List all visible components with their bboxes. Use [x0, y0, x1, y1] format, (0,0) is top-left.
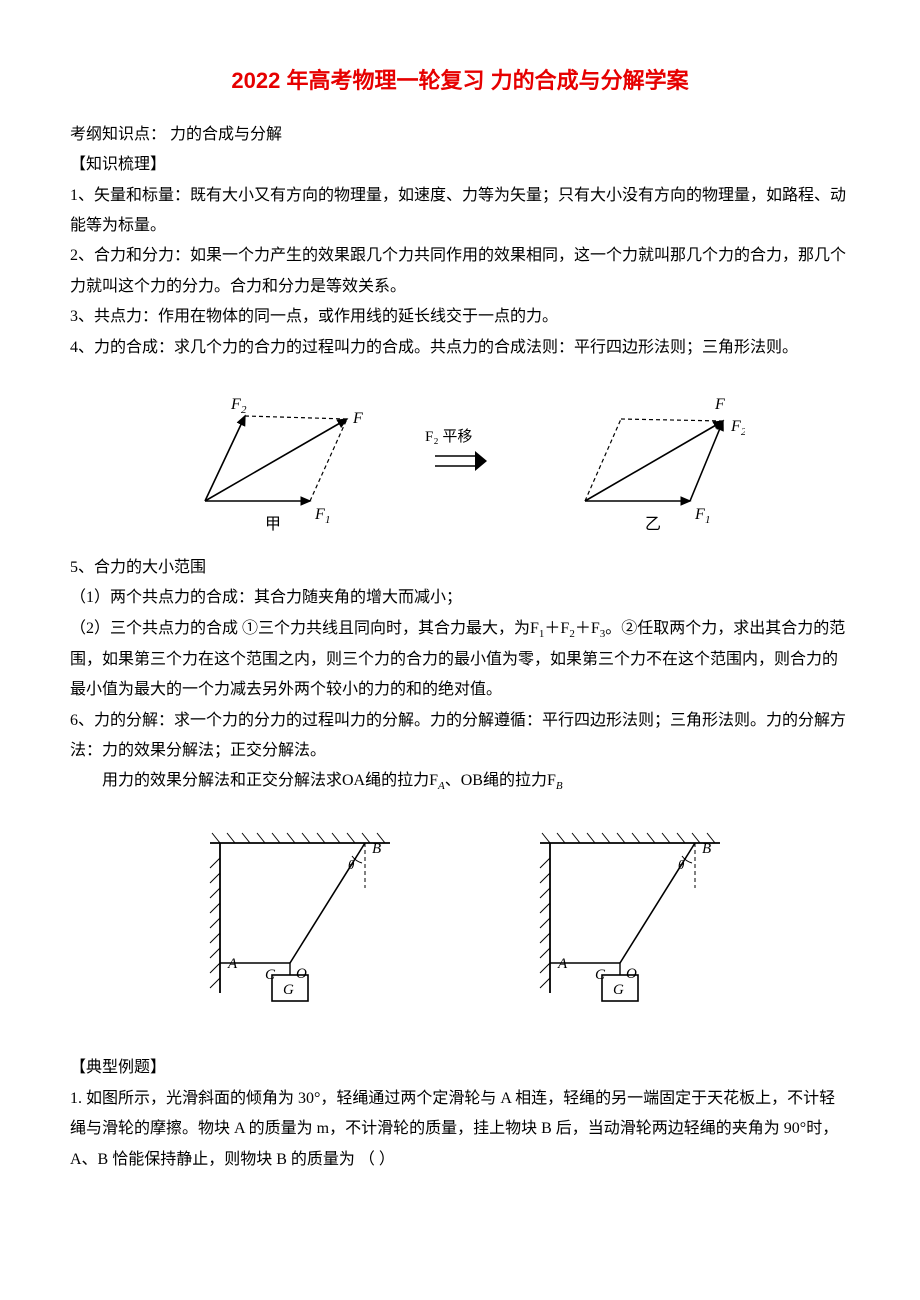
para-6-example: 用力的效果分解法和正交分解法求OA绳的拉力FA、OB绳的拉力FB	[70, 766, 850, 797]
svg-text:F: F	[314, 506, 325, 523]
svg-text:1: 1	[705, 514, 711, 526]
svg-text:F: F	[714, 396, 725, 413]
svg-text:C: C	[265, 967, 276, 983]
question-1: 1. 如图所示，光滑斜面的倾角为 30°，轻绳通过两个定滑轮与 A 相连，轻绳的…	[70, 1084, 850, 1175]
exam-point: 考纲知识点： 力的合成与分解	[70, 120, 850, 150]
svg-text:F: F	[352, 410, 363, 427]
svg-text:B: B	[372, 841, 381, 857]
svg-text:乙: 乙	[645, 516, 661, 531]
sub-2: 2	[569, 628, 575, 640]
svg-text:F: F	[694, 506, 705, 523]
section-examples: 【典型例题】	[70, 1053, 850, 1083]
svg-text:甲: 甲	[265, 516, 281, 531]
svg-text:F: F	[230, 396, 241, 413]
para-2: 2、合力和分力：如果一个力产生的效果跟几个力共同作用的效果相同，这一个力就叫那几…	[70, 241, 850, 302]
para-6-ex-a: 用力的效果分解法和正交分解法求OA绳的拉力F	[102, 772, 438, 789]
figure-jia: F2 F F1 甲	[175, 381, 365, 531]
svg-text:A: A	[227, 956, 238, 972]
page-title: 2022 年高考物理一轮复习 力的合成与分解学案	[70, 60, 850, 102]
figure-rope-right: A B C O G θ	[520, 823, 730, 1013]
sub-a: A	[438, 781, 445, 793]
para-4: 4、力的合成：求几个力的合力的过程叫力的合成。共点力的合成法则：平行四边形法则；…	[70, 333, 850, 363]
svg-text:F₂ 平移: F₂ 平移	[425, 428, 472, 445]
svg-text:A: A	[557, 956, 568, 972]
figure-rope-row: A B C O G θ A B C O	[70, 823, 850, 1013]
para-5-2: （2）三个共点力的合成 ①三个力共线且同向时，其合力最大，为F1＋F2＋F3。②…	[70, 614, 850, 706]
svg-text:1: 1	[325, 514, 331, 526]
svg-text:F: F	[730, 418, 741, 435]
svg-text:G: G	[283, 982, 294, 998]
figure-parallelogram-row: F2 F F1 甲 F₂ 平移 F F2 F1 乙	[70, 381, 850, 531]
svg-text:C: C	[595, 967, 606, 983]
para-1: 1、矢量和标量：既有大小又有方向的物理量，如速度、力等为矢量；只有大小没有方向的…	[70, 181, 850, 242]
svg-text:O: O	[296, 966, 307, 982]
section-knowledge: 【知识梳理】	[70, 150, 850, 180]
para-6: 6、力的分解：求一个力的分力的过程叫力的分解。力的分解遵循：平行四边形法则；三角…	[70, 706, 850, 767]
para-5: 5、合力的大小范围	[70, 553, 850, 583]
svg-text:θ: θ	[348, 857, 355, 872]
sub-b: B	[556, 781, 563, 793]
sub-1: 1	[539, 628, 545, 640]
para-6-ex-b: 、OB绳的拉力F	[445, 772, 556, 789]
svg-text:θ: θ	[678, 857, 685, 872]
para-5-1: （1）两个共点力的合成：其合力随夹角的增大而减小；	[70, 583, 850, 613]
svg-text:2: 2	[241, 404, 247, 416]
figure-rope-left: A B C O G θ	[190, 823, 400, 1013]
svg-text:B: B	[702, 841, 711, 857]
para-3: 3、共点力：作用在物体的同一点，或作用线的延长线交于一点的力。	[70, 302, 850, 332]
svg-text:2: 2	[741, 426, 745, 438]
svg-text:G: G	[613, 982, 624, 998]
svg-text:O: O	[626, 966, 637, 982]
figure-yi: F F2 F1 乙	[555, 381, 745, 531]
figure-arrow-icon: F₂ 平移	[425, 381, 495, 531]
para-5-2-a: （2）三个共点力的合成 ①三个力共线且同向时，其合力最大，为F	[70, 620, 539, 637]
